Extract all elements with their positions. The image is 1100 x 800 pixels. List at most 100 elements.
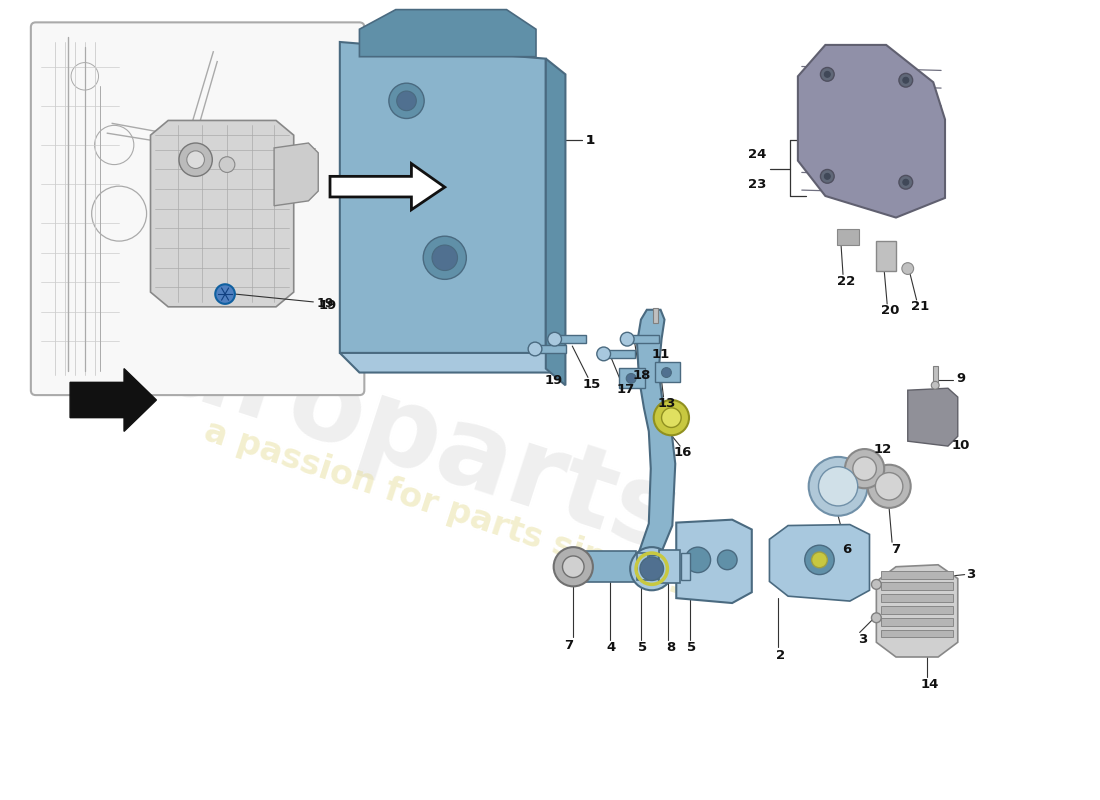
Circle shape bbox=[424, 236, 466, 279]
Text: a passion for parts since...: a passion for parts since... bbox=[199, 415, 686, 601]
Bar bbox=[654, 362, 680, 382]
Circle shape bbox=[899, 74, 913, 87]
Polygon shape bbox=[70, 369, 156, 431]
Bar bbox=[619, 368, 645, 388]
Circle shape bbox=[187, 151, 205, 169]
Bar bbox=[881, 618, 953, 626]
Circle shape bbox=[871, 613, 881, 622]
Polygon shape bbox=[330, 164, 444, 210]
Text: 12: 12 bbox=[873, 442, 891, 455]
Circle shape bbox=[805, 545, 834, 574]
Circle shape bbox=[717, 550, 737, 570]
Bar bbox=[627, 335, 659, 343]
Text: 7: 7 bbox=[564, 638, 573, 652]
Bar bbox=[554, 335, 586, 343]
Bar bbox=[681, 553, 690, 581]
Polygon shape bbox=[151, 121, 294, 307]
Text: 16: 16 bbox=[674, 446, 692, 459]
Text: 13: 13 bbox=[658, 398, 675, 410]
Polygon shape bbox=[798, 45, 945, 218]
Text: 18: 18 bbox=[632, 369, 651, 382]
Polygon shape bbox=[274, 143, 318, 206]
Bar bbox=[637, 553, 648, 581]
Circle shape bbox=[932, 382, 939, 390]
Text: 24: 24 bbox=[748, 148, 766, 162]
Circle shape bbox=[640, 557, 663, 581]
Circle shape bbox=[630, 547, 673, 590]
Bar bbox=[881, 606, 953, 614]
Circle shape bbox=[876, 473, 903, 500]
Polygon shape bbox=[621, 310, 675, 578]
Text: 14: 14 bbox=[920, 678, 938, 691]
Bar bbox=[881, 582, 953, 590]
Circle shape bbox=[899, 175, 913, 189]
Polygon shape bbox=[546, 58, 565, 386]
Circle shape bbox=[620, 332, 634, 346]
Circle shape bbox=[216, 284, 235, 304]
Circle shape bbox=[179, 143, 212, 176]
Circle shape bbox=[812, 552, 827, 568]
Text: 5: 5 bbox=[688, 641, 696, 654]
Text: 17: 17 bbox=[616, 382, 635, 396]
Bar bbox=[604, 350, 635, 358]
Circle shape bbox=[868, 465, 911, 508]
Circle shape bbox=[219, 157, 235, 173]
Text: 11: 11 bbox=[651, 348, 670, 362]
Polygon shape bbox=[769, 525, 869, 601]
Text: 19: 19 bbox=[544, 374, 563, 387]
Text: 8: 8 bbox=[666, 641, 675, 654]
Circle shape bbox=[562, 556, 584, 578]
Circle shape bbox=[432, 245, 458, 270]
Text: 5: 5 bbox=[638, 641, 648, 654]
Bar bbox=[659, 550, 680, 583]
Text: 3: 3 bbox=[966, 568, 975, 581]
Text: 23: 23 bbox=[748, 178, 766, 190]
Text: 4: 4 bbox=[607, 641, 616, 654]
Circle shape bbox=[903, 179, 909, 185]
Circle shape bbox=[852, 457, 877, 481]
Circle shape bbox=[553, 547, 593, 586]
Bar bbox=[933, 366, 938, 386]
Bar bbox=[837, 230, 859, 245]
Polygon shape bbox=[908, 388, 958, 446]
Circle shape bbox=[389, 83, 425, 118]
Circle shape bbox=[685, 547, 711, 573]
Circle shape bbox=[902, 262, 914, 274]
Circle shape bbox=[821, 67, 834, 82]
Text: 10: 10 bbox=[952, 438, 970, 452]
Circle shape bbox=[597, 347, 611, 361]
Text: 20: 20 bbox=[881, 304, 900, 318]
Text: 19: 19 bbox=[319, 299, 338, 312]
Circle shape bbox=[528, 342, 542, 356]
Polygon shape bbox=[340, 42, 546, 369]
Bar bbox=[881, 594, 953, 602]
Text: 6: 6 bbox=[843, 542, 851, 555]
Text: 3: 3 bbox=[858, 633, 867, 646]
Bar bbox=[652, 308, 658, 323]
Text: 22: 22 bbox=[837, 275, 855, 288]
Polygon shape bbox=[360, 10, 536, 57]
Circle shape bbox=[626, 374, 636, 383]
Bar bbox=[877, 241, 896, 270]
Circle shape bbox=[818, 466, 858, 506]
Polygon shape bbox=[676, 520, 751, 603]
Bar bbox=[535, 345, 566, 353]
Text: 7: 7 bbox=[891, 542, 901, 555]
Circle shape bbox=[548, 332, 561, 346]
FancyBboxPatch shape bbox=[31, 22, 364, 395]
Text: 9: 9 bbox=[956, 372, 966, 385]
Text: 21: 21 bbox=[912, 300, 930, 314]
Bar bbox=[881, 570, 953, 578]
Circle shape bbox=[821, 170, 834, 183]
Text: 1: 1 bbox=[585, 134, 594, 146]
Bar bbox=[649, 555, 658, 578]
Circle shape bbox=[824, 71, 830, 78]
Text: 1: 1 bbox=[585, 134, 594, 146]
Circle shape bbox=[808, 457, 868, 516]
Polygon shape bbox=[340, 353, 565, 373]
Circle shape bbox=[903, 78, 909, 83]
Circle shape bbox=[653, 400, 689, 435]
Circle shape bbox=[824, 174, 830, 179]
Circle shape bbox=[397, 91, 416, 110]
Bar bbox=[881, 630, 953, 638]
